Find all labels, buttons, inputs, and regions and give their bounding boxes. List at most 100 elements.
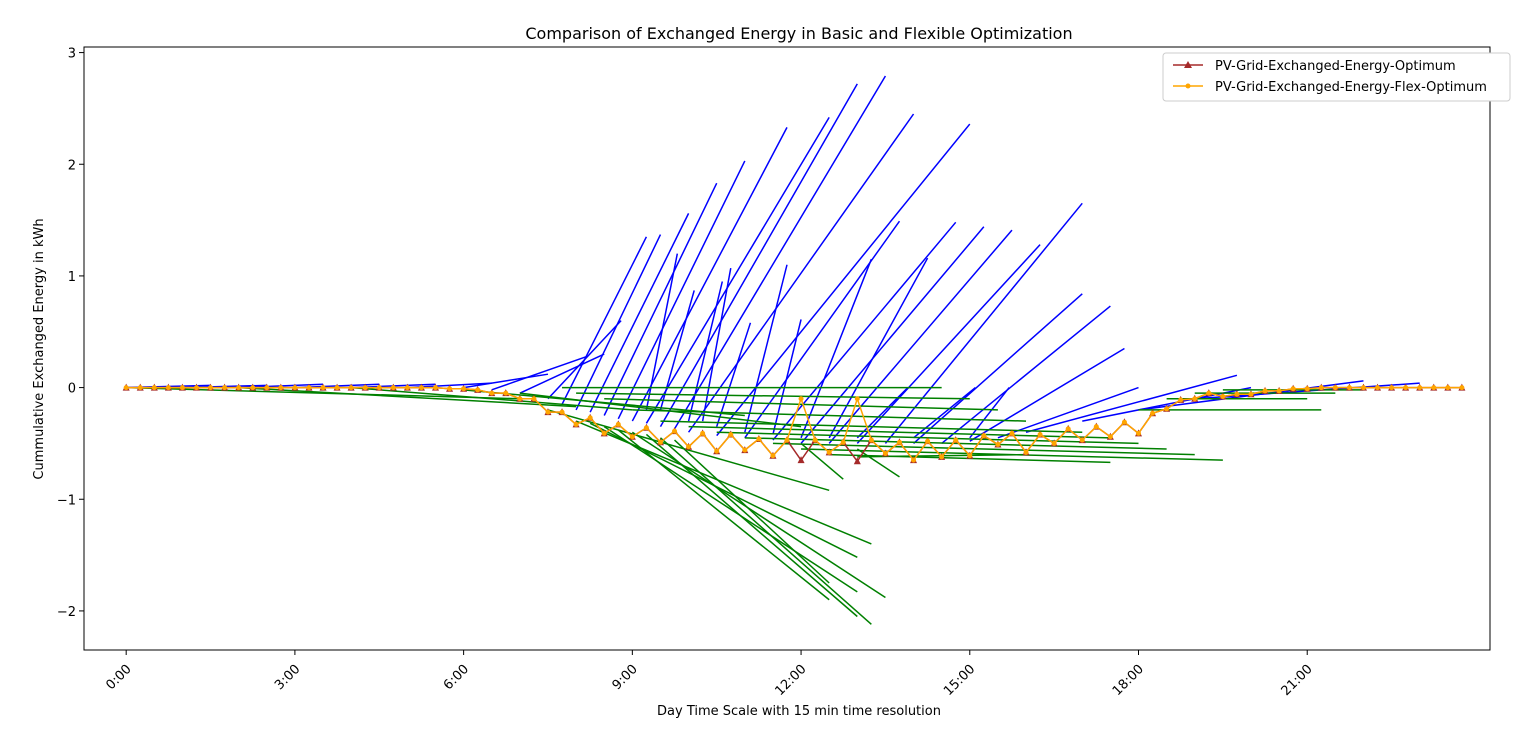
series-point-optimum — [853, 457, 861, 465]
series-point-flex-optimum — [826, 449, 832, 455]
forecast-line-negative — [617, 429, 830, 601]
forecast-line-negative — [772, 442, 1195, 456]
forecast-line-positive — [997, 386, 1139, 439]
legend: PV-Grid-Exchanged-Energy-Optimum PV-Grid… — [1162, 52, 1511, 102]
series-point-flex-optimum — [1079, 437, 1085, 443]
series-point-flex-optimum — [756, 436, 762, 442]
series-point-flex-optimum — [1234, 391, 1240, 397]
series-point-flex-optimum — [1346, 385, 1352, 391]
series-point-flex-optimum — [812, 437, 818, 443]
series-point-flex-optimum — [1445, 385, 1451, 391]
series-point-flex-optimum — [1121, 419, 1127, 425]
forecast-line-positive — [744, 264, 788, 433]
series-point-flex-optimum — [461, 386, 467, 392]
series-point-flex-optimum — [151, 385, 157, 391]
series-point-flex-optimum — [1459, 385, 1465, 391]
series-point-flex-optimum — [559, 409, 565, 415]
series-point-optimum — [797, 456, 805, 464]
plot-frame — [83, 46, 1491, 651]
series-point-flex-optimum — [1150, 410, 1156, 416]
x-tick-label: 18:00 — [1110, 662, 1147, 699]
series-point-flex-optimum — [390, 385, 396, 391]
forecast-line-positive — [884, 202, 1083, 444]
forecast-line-negative — [800, 442, 844, 480]
series-point-flex-optimum — [1276, 388, 1282, 394]
series-point-flex-optimum — [517, 396, 523, 402]
series-point-flex-optimum — [1417, 385, 1423, 391]
series-point-flex-optimum — [1164, 406, 1170, 412]
x-tick-label: 12:00 — [772, 662, 809, 699]
series-point-flex-optimum — [334, 385, 340, 391]
forecast-line-negative — [603, 426, 858, 593]
y-tick-label: 2 — [68, 158, 76, 173]
forecast-line-negative — [519, 392, 802, 428]
forecast-line-negative — [856, 448, 900, 478]
series-point-flex-optimum — [854, 396, 860, 402]
x-tick-label: 9:00 — [610, 662, 641, 693]
forecast-line-negative — [576, 392, 970, 400]
series-point-flex-optimum — [1065, 426, 1071, 432]
series-point-flex-optimum — [1023, 449, 1029, 455]
series-point-flex-optimum — [348, 385, 354, 391]
forecast-line-positive — [913, 387, 976, 439]
series-point-flex-optimum — [1136, 430, 1141, 436]
series-point-flex-optimum — [728, 431, 734, 437]
y-tick-label: −2 — [57, 605, 76, 620]
series-point-flex-optimum — [1009, 430, 1015, 436]
forecast-line-positive — [715, 322, 752, 427]
series-point-flex-optimum — [362, 385, 368, 391]
forecast-line-positive — [659, 290, 695, 411]
series-point-flex-optimum — [475, 387, 481, 393]
series-point-flex-optimum — [250, 385, 256, 391]
series-point-flex-optimum — [179, 385, 185, 391]
forecast-lines-layer — [126, 75, 1420, 625]
series-point-flex-optimum — [193, 385, 199, 391]
series-point-flex-optimum — [320, 385, 326, 391]
forecast-line-negative — [688, 425, 1111, 439]
y-tick-label: 1 — [68, 270, 76, 285]
series-point-flex-optimum — [376, 385, 382, 391]
forecast-line-positive — [856, 387, 909, 439]
series-point-flex-optimum — [643, 425, 649, 431]
series-point-flex-optimum — [784, 437, 790, 443]
series-point-flex-optimum — [615, 421, 621, 427]
series-point-flex-optimum — [1375, 385, 1381, 391]
forecast-line-positive — [603, 182, 718, 416]
forecast-line-positive — [659, 83, 858, 428]
forecast-line-positive — [941, 305, 1111, 444]
series-point-flex-optimum — [953, 437, 959, 443]
series-point-flex-optimum — [868, 437, 874, 443]
forecast-line-negative — [351, 386, 633, 411]
forecast-line-positive — [1025, 374, 1238, 433]
series-point-flex-optimum — [531, 396, 537, 402]
series-point-flex-optimum — [1403, 385, 1409, 391]
forecast-line-positive — [631, 127, 788, 422]
series-layer — [122, 383, 1466, 465]
series-point-flex-optimum — [503, 390, 509, 396]
series-point-flex-optimum — [1107, 434, 1113, 440]
legend-marker-optimum — [1184, 61, 1192, 68]
forecast-line-positive — [519, 353, 605, 394]
legend-label-flex-optimum: PV-Grid-Exchanged-Energy-Flex-Optimum — [1215, 80, 1487, 95]
x-axis: 0:00 3:00 6:00 9:00 12:00 15:00 18:00 21:00 — [103, 650, 1316, 699]
forecast-line-negative — [674, 439, 830, 584]
series-point-flex-optimum — [165, 385, 171, 391]
y-tick-label: 3 — [68, 47, 76, 62]
series-point-flex-optimum — [208, 385, 214, 391]
series-point-flex-optimum — [545, 409, 551, 415]
series-point-flex-optimum — [1431, 385, 1437, 391]
series-point-flex-optimum — [489, 390, 495, 396]
series-point-flex-optimum — [447, 386, 453, 392]
series-point-flex-optimum — [404, 385, 410, 391]
series-point-flex-optimum — [1360, 385, 1366, 391]
series-point-flex-optimum — [925, 438, 931, 444]
forecast-line-positive — [645, 253, 679, 411]
series-point-flex-optimum — [222, 385, 228, 391]
series-point-flex-optimum — [264, 385, 270, 391]
chart-title: Comparison of Exchanged Energy in Basic … — [525, 24, 1072, 43]
y-axis: −2 −1 0 1 2 3 — [57, 47, 84, 620]
forecast-line-negative — [645, 433, 858, 618]
series-point-flex-optimum — [1290, 386, 1296, 392]
series-point-flex-optimum — [840, 439, 846, 445]
series-point-flex-optimum — [995, 442, 1001, 448]
